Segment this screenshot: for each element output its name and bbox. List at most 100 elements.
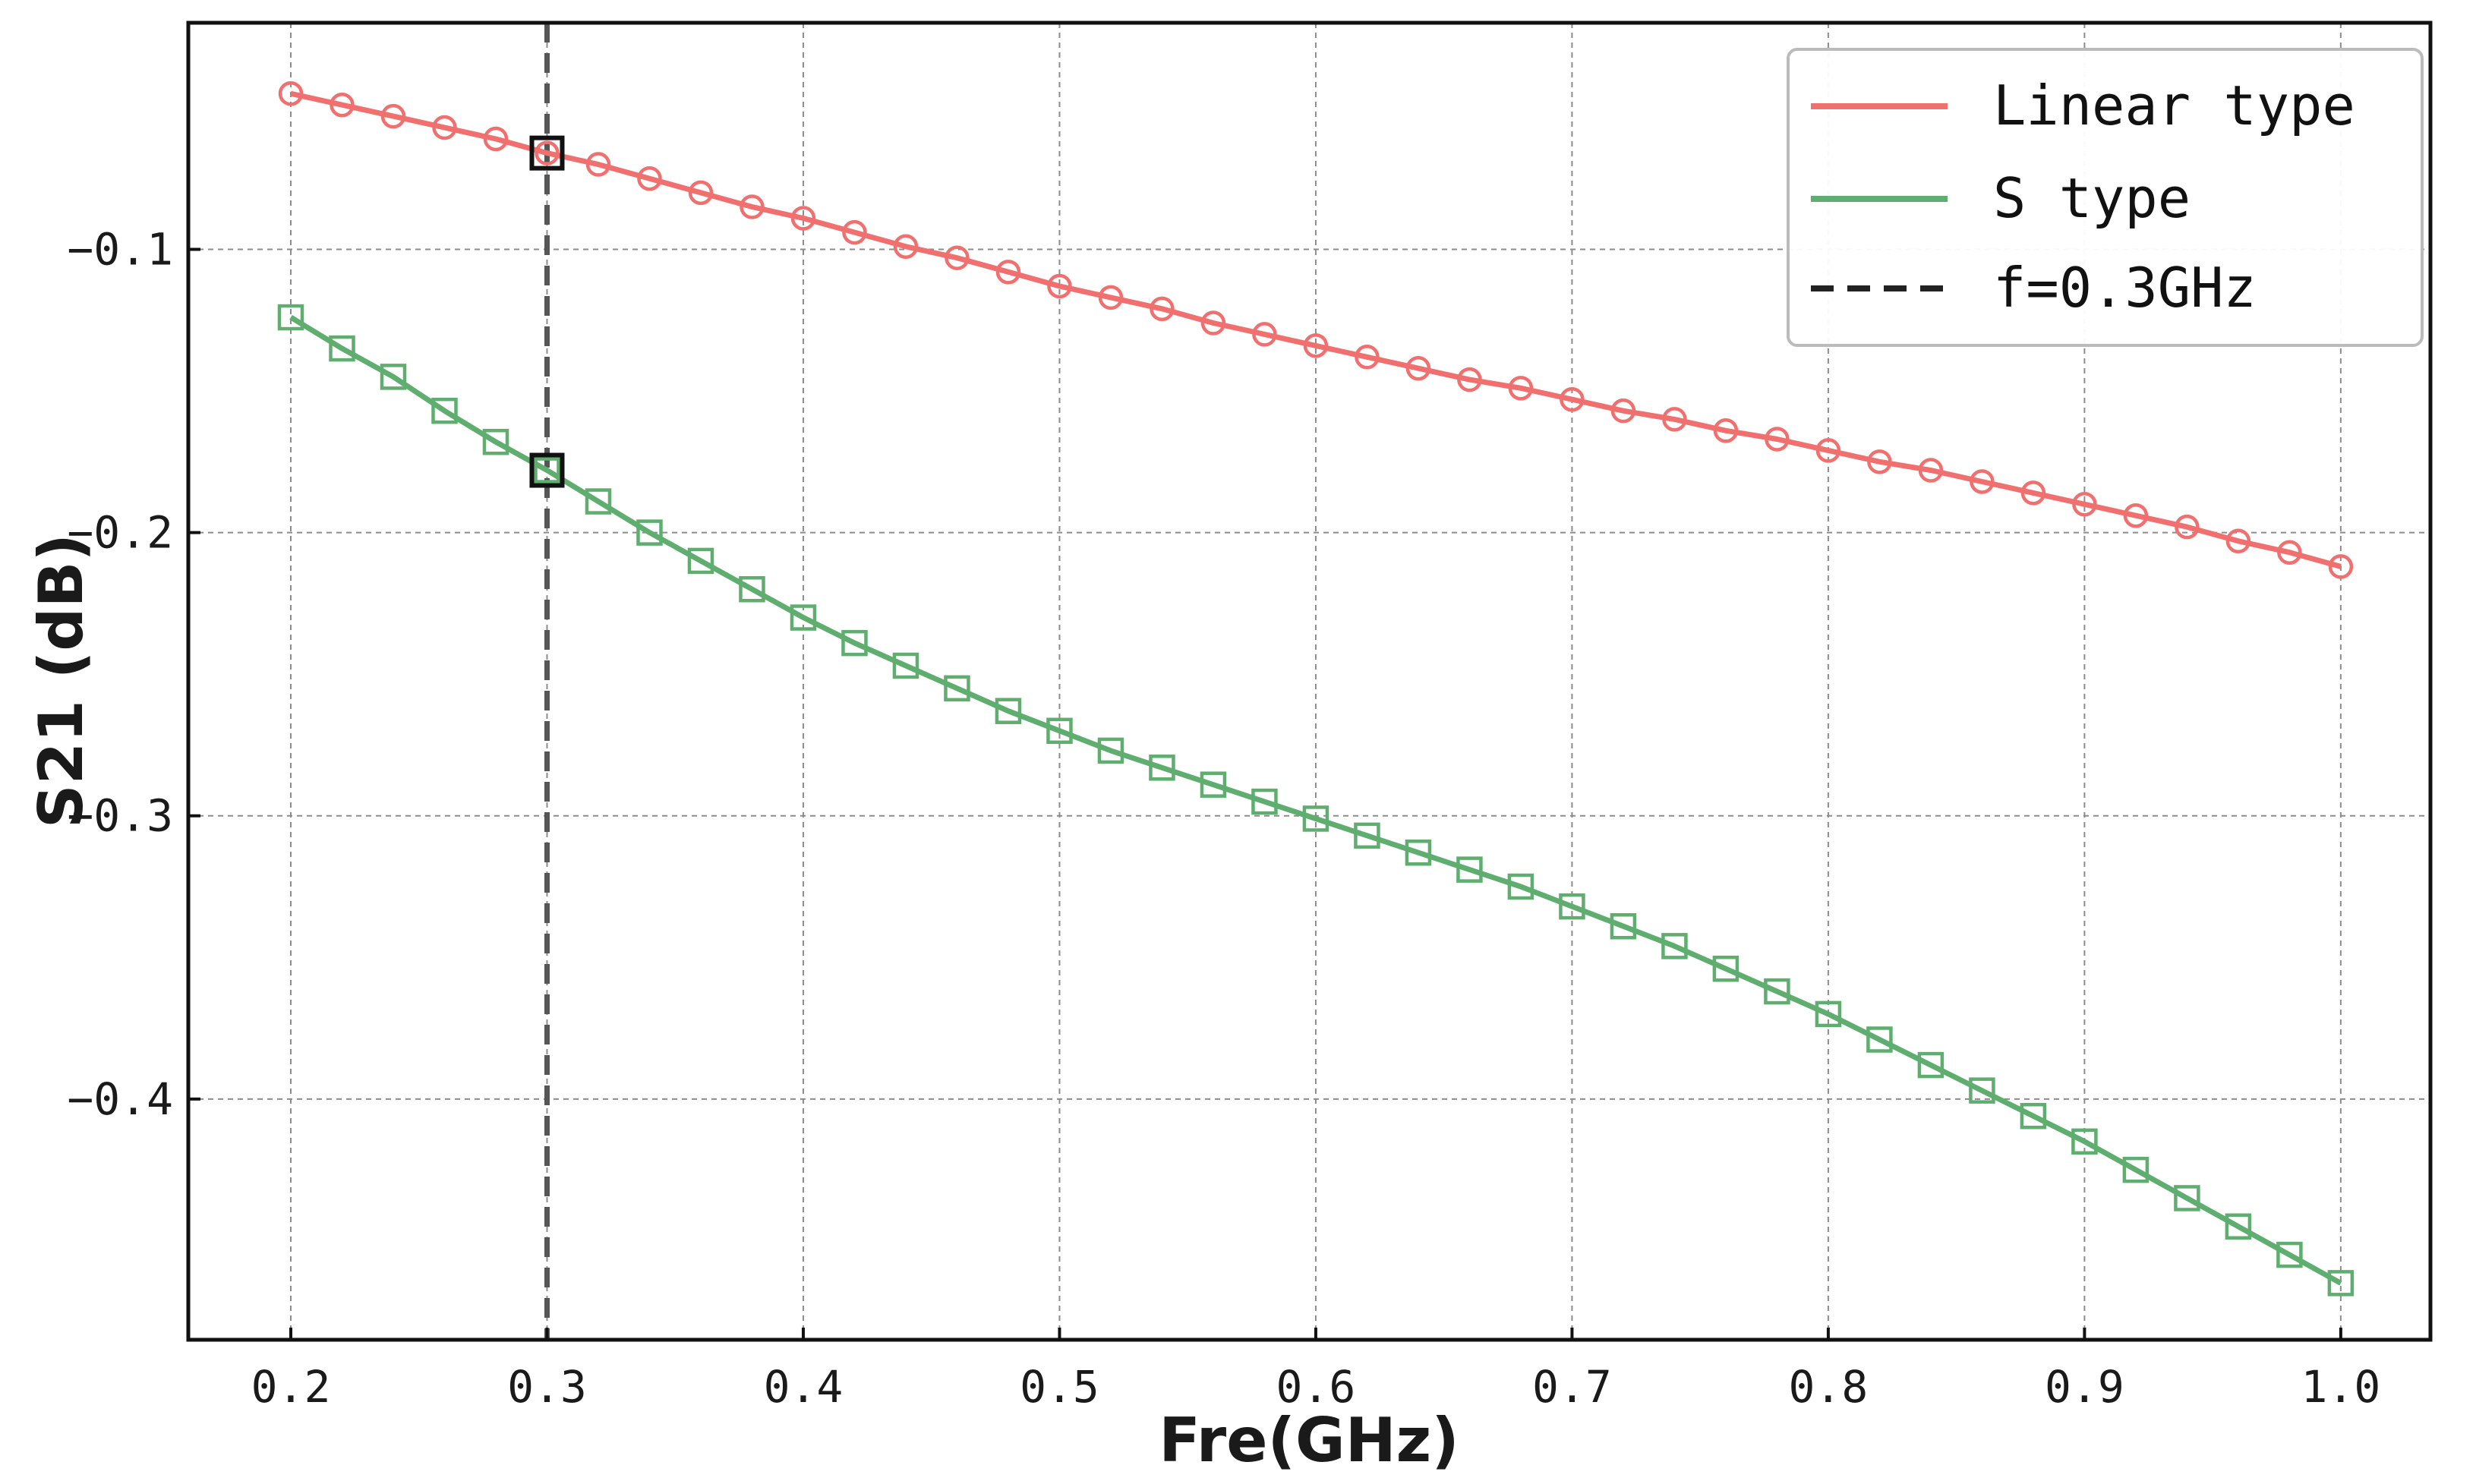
highlight-marker (529, 135, 565, 171)
data-point (1098, 285, 1124, 310)
data-point (1866, 1026, 1893, 1053)
highlight-markers (529, 135, 565, 488)
data-point (790, 604, 817, 631)
x-tick-label: 0.5 (1020, 1361, 1099, 1413)
legend-label-linear: Linear type (1993, 74, 2355, 137)
data-point (892, 652, 919, 679)
data-point (1507, 873, 1534, 900)
data-point (1405, 839, 1432, 866)
data-point (1149, 755, 1175, 781)
data-point (688, 180, 714, 206)
highlight-marker (529, 452, 565, 488)
data-point (1303, 333, 1329, 358)
data-point (1405, 355, 1431, 381)
data-point (1200, 771, 1227, 798)
data-point (1661, 933, 1688, 959)
data-point (2071, 1128, 2098, 1155)
x-tick-label: 0.4 (764, 1361, 844, 1413)
data-point (1713, 418, 1739, 443)
data-point (1046, 717, 1073, 745)
data-point (1097, 737, 1124, 764)
data-point (330, 92, 355, 118)
data-point (687, 547, 714, 575)
data-point (482, 428, 509, 455)
legend: Linear type S type f=0.3GHz (1787, 48, 2424, 347)
x-tick-label: 0.7 (1532, 1361, 1612, 1413)
data-point (841, 629, 868, 657)
x-axis-title: Fre(GHz) (1159, 1405, 1459, 1476)
y-tick-label: −0.2 (67, 507, 173, 559)
data-point (1867, 449, 1892, 474)
data-point (278, 81, 304, 106)
data-point (995, 260, 1021, 285)
axis-ticks: 0.2 0.3 0.4 0.5 0.6 0.7 0.8 0.9 1.0 −0.1 −0.2 −0.3 −… (67, 223, 2380, 1413)
data-point (277, 304, 304, 331)
data-point (842, 219, 867, 245)
data-point (2327, 1270, 2355, 1297)
data-point (2072, 492, 2097, 517)
x-tick-label: 0.3 (507, 1361, 587, 1413)
data-point (2225, 1213, 2252, 1240)
data-point (1508, 376, 1534, 401)
data-point (2277, 540, 2302, 565)
data-point (2122, 1156, 2150, 1183)
x-tick-label: 0.9 (2045, 1361, 2124, 1413)
data-point (945, 245, 970, 270)
data-point (1302, 805, 1329, 832)
data-point (535, 140, 560, 165)
y-tick-label: −0.1 (67, 223, 173, 275)
x-tick-label: 1.0 (2301, 1361, 2380, 1413)
legend-label-s: S type (1993, 166, 2191, 230)
data-point (1970, 469, 1995, 494)
data-point (1662, 407, 1687, 432)
data-point (1764, 978, 1790, 1005)
plot-frame (186, 20, 2433, 1342)
data-point (1917, 1051, 1945, 1079)
data-point (1765, 427, 1790, 452)
data-point (1559, 893, 1585, 920)
data-point (1354, 822, 1380, 849)
data-point (329, 335, 355, 362)
data-point (2020, 480, 2046, 506)
legend-label-reference: f=0.3GHz (1993, 256, 2257, 320)
data-point (1150, 296, 1175, 322)
data-point (1969, 1077, 1995, 1104)
data-point (1457, 367, 1482, 392)
data-point (1047, 273, 1072, 299)
data-point (1251, 788, 1278, 815)
data-point (1252, 322, 1277, 347)
y-axis-title: S21 (dB) (26, 534, 96, 828)
data-point (431, 397, 458, 424)
data-point (739, 575, 765, 603)
data-point (1610, 912, 1637, 940)
data-point (483, 126, 509, 152)
data-point (585, 488, 612, 515)
data-point (1815, 438, 1841, 463)
data-point (1918, 458, 1944, 483)
data-point (995, 698, 1022, 724)
data-point (380, 364, 407, 390)
y-tick-label: −0.4 (67, 1073, 173, 1125)
series-layer (277, 81, 2355, 1297)
data-point (432, 115, 457, 140)
data-point (2225, 528, 2251, 554)
data-point (944, 675, 970, 702)
data-point (1560, 386, 1585, 412)
data-point (534, 457, 560, 484)
data-point (2020, 1102, 2047, 1130)
data-point (1355, 345, 1380, 370)
x-tick-label: 0.8 (1789, 1361, 1869, 1413)
y-tick-label: −0.3 (67, 790, 173, 842)
data-point (1712, 955, 1740, 982)
data-point (2276, 1241, 2303, 1268)
data-point (380, 103, 406, 129)
data-point (2123, 503, 2149, 528)
data-point (637, 165, 662, 191)
data-point (1200, 310, 1226, 336)
x-tick-label: 0.2 (251, 1361, 331, 1413)
data-point (740, 194, 765, 219)
x-tick-label: 0.6 (1276, 1361, 1356, 1413)
data-point (893, 234, 919, 260)
data-point (636, 519, 663, 546)
